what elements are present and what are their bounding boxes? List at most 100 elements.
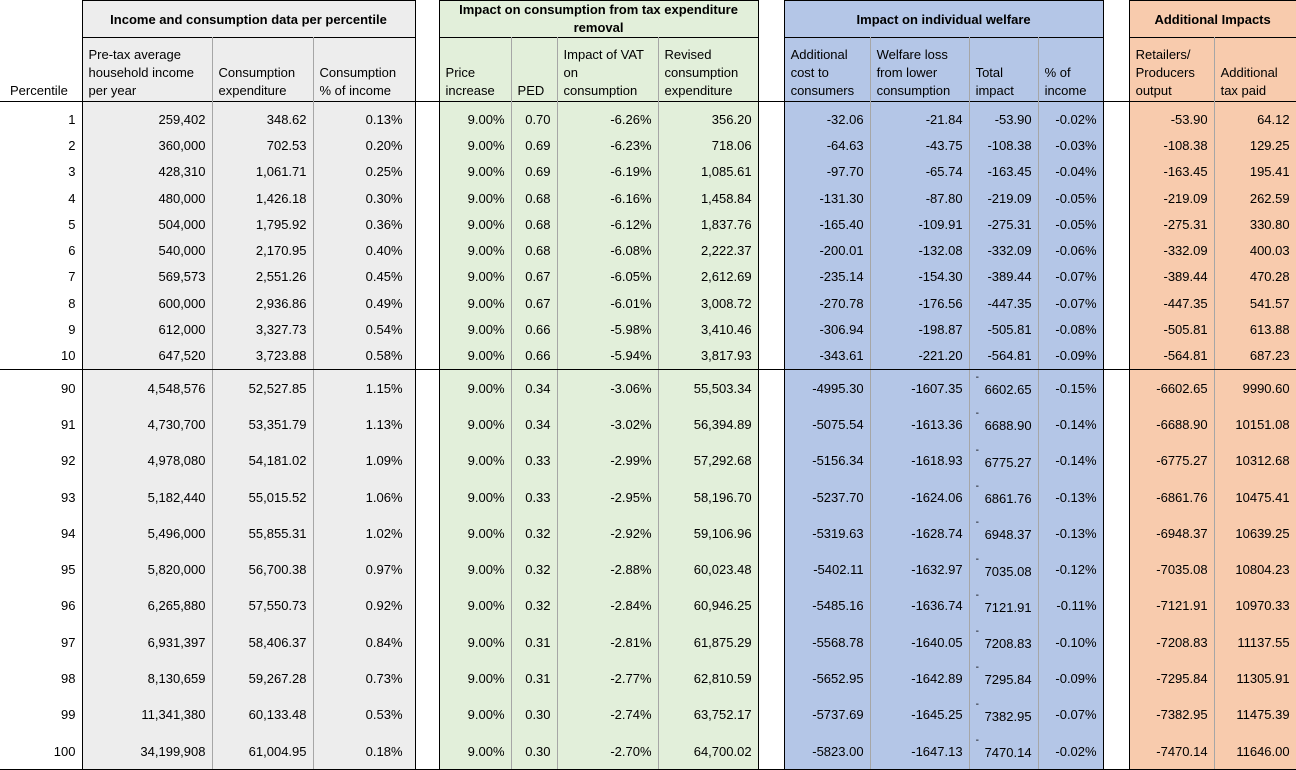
cell-ped: 0.30 — [511, 696, 558, 733]
cell-welfare-loss: -221.20 — [870, 342, 970, 370]
table-body-low-percentiles: 1 259,402 348.62 0.13% 9.00% 0.70 -6.26% 356.20… — [0, 101, 1296, 370]
cell-vat-impact: -3.06% — [557, 368, 659, 407]
cell-pct-income: -0.09% — [1038, 660, 1104, 697]
cell-price-increase: 9.00% — [438, 263, 512, 291]
cell-total-impact: -6948.37 — [969, 515, 1039, 552]
cell-ped: 0.34 — [511, 406, 558, 443]
cell-consumption: 3,723.88 — [212, 342, 314, 370]
cell-consumption-pct: 0.45% — [313, 263, 416, 291]
table-row: 95 5,820,000 56,700.38 0.97% 9.00% 0.32 -2.88%… — [0, 551, 1296, 588]
cell-percentile: 98 — [0, 660, 82, 697]
cell-welfare-loss: -132.08 — [870, 237, 970, 264]
cell-price-increase: 9.00% — [438, 132, 512, 159]
cell-revised: 56,394.89 — [658, 406, 759, 443]
spacer-cell — [1103, 368, 1130, 407]
cell-additional-tax: 330.80 — [1214, 211, 1296, 238]
cell-percentile: 93 — [0, 478, 82, 516]
cell-consumption: 59,267.28 — [212, 660, 314, 697]
cell-price-increase: 9.00% — [438, 732, 512, 770]
group-header-additional: Additional Impacts — [1128, 0, 1296, 38]
cell-revised: 2,222.37 — [658, 237, 759, 264]
cell-vat-impact: -5.98% — [557, 316, 659, 343]
cell-additional-cost: -165.40 — [783, 211, 871, 238]
cell-vat-impact: -6.05% — [557, 263, 659, 291]
cell-retail-output: -7035.08 — [1128, 551, 1215, 588]
cell-income: 4,730,700 — [81, 406, 213, 443]
cell-income: 8,130,659 — [81, 660, 213, 697]
spacer-cell — [415, 478, 440, 516]
total-impact-dash: - — [975, 481, 979, 492]
cell-vat-impact: -6.26% — [557, 101, 659, 133]
spacer-cell — [758, 290, 785, 317]
cell-ped: 0.66 — [511, 342, 558, 370]
cell-price-increase: 9.00% — [438, 342, 512, 370]
cell-welfare-loss: -1624.06 — [870, 478, 970, 516]
spacer-cell — [758, 732, 785, 770]
cell-vat-impact: -6.23% — [557, 132, 659, 159]
spacer-cell — [415, 316, 440, 343]
cell-welfare-loss: -176.56 — [870, 290, 970, 317]
cell-revised: 59,106.96 — [658, 515, 759, 552]
cell-welfare-loss: -1618.93 — [870, 442, 970, 479]
spacer-cell — [415, 101, 440, 133]
cell-consumption-pct: 0.13% — [313, 101, 416, 133]
cell-income: 34,199,908 — [81, 732, 213, 770]
total-impact-value: 6948.37 — [984, 527, 1032, 543]
cell-pct-income: -0.07% — [1038, 696, 1104, 733]
cell-income: 4,978,080 — [81, 442, 213, 479]
cell-retail-output: -447.35 — [1128, 290, 1215, 317]
cell-pct-income: -0.12% — [1038, 551, 1104, 588]
cell-consumption-pct: 0.53% — [313, 696, 416, 733]
spacer-cell — [415, 660, 440, 697]
cell-consumption-pct: 0.20% — [313, 132, 416, 159]
spacer-cell — [1103, 290, 1130, 317]
cell-retail-output: -332.09 — [1128, 237, 1215, 264]
cell-price-increase: 9.00% — [438, 368, 512, 407]
cell-revised: 55,503.34 — [658, 368, 759, 407]
spacer-cell — [758, 696, 785, 733]
cell-pct-income: -0.02% — [1038, 732, 1104, 770]
cell-welfare-loss: -1632.97 — [870, 551, 970, 588]
cell-percentile: 8 — [0, 290, 82, 317]
cell-consumption: 1,426.18 — [212, 184, 314, 212]
cell-revised: 3,817.93 — [658, 342, 759, 370]
total-impact-value: 6602.65 — [984, 382, 1032, 398]
cell-price-increase: 9.00% — [438, 184, 512, 212]
cell-price-increase: 9.00% — [438, 101, 512, 133]
cell-percentile: 7 — [0, 263, 82, 291]
table-row: 1 259,402 348.62 0.13% 9.00% 0.70 -6.26% 356.20… — [0, 101, 1296, 133]
spacer-cell — [758, 660, 785, 697]
col-revised: Revised consumption expenditure — [658, 37, 759, 102]
col-vat-impact: Impact of VAT on consumption — [557, 37, 659, 102]
cell-retail-output: -108.38 — [1128, 132, 1215, 159]
cell-additional-tax: 10970.33 — [1214, 587, 1296, 625]
group-header-row: Income and consumption data per percenti… — [0, 0, 1296, 38]
cell-additional-tax: 10639.25 — [1214, 515, 1296, 552]
table-row: 7 569,573 2,551.26 0.45% 9.00% 0.67 -6.05% 2,61… — [0, 263, 1296, 291]
cell-consumption-pct: 1.06% — [313, 478, 416, 516]
cell-pct-income: -0.08% — [1038, 316, 1104, 343]
cell-price-increase: 9.00% — [438, 478, 512, 516]
cell-vat-impact: -6.19% — [557, 158, 659, 185]
table-row: 5 504,000 1,795.92 0.36% 9.00% 0.68 -6.12% 1,83… — [0, 211, 1296, 238]
cell-ped: 0.69 — [511, 158, 558, 185]
cell-welfare-loss: -43.75 — [870, 132, 970, 159]
cell-ped: 0.31 — [511, 624, 558, 661]
spacer-cell — [415, 237, 440, 264]
cell-ped: 0.32 — [511, 551, 558, 588]
cell-revised: 62,810.59 — [658, 660, 759, 697]
col-price-increase: Price increase — [438, 37, 512, 102]
table-row: 93 5,182,440 55,015.52 1.06% 9.00% 0.33 -2.95%… — [0, 478, 1296, 516]
cell-retail-output: -7208.83 — [1128, 624, 1215, 661]
spacer-cell — [415, 290, 440, 317]
cell-consumption-pct: 0.92% — [313, 587, 416, 625]
cell-welfare-loss: -1645.25 — [870, 696, 970, 733]
spacer-cell — [415, 211, 440, 238]
total-impact-dash: - — [975, 553, 979, 565]
cell-vat-impact: -2.88% — [557, 551, 659, 588]
col-additional-tax: Additional tax paid — [1214, 37, 1296, 102]
cell-additional-cost: -97.70 — [783, 158, 871, 185]
cell-price-increase: 9.00% — [438, 587, 512, 625]
cell-retail-output: -6688.90 — [1128, 406, 1215, 443]
